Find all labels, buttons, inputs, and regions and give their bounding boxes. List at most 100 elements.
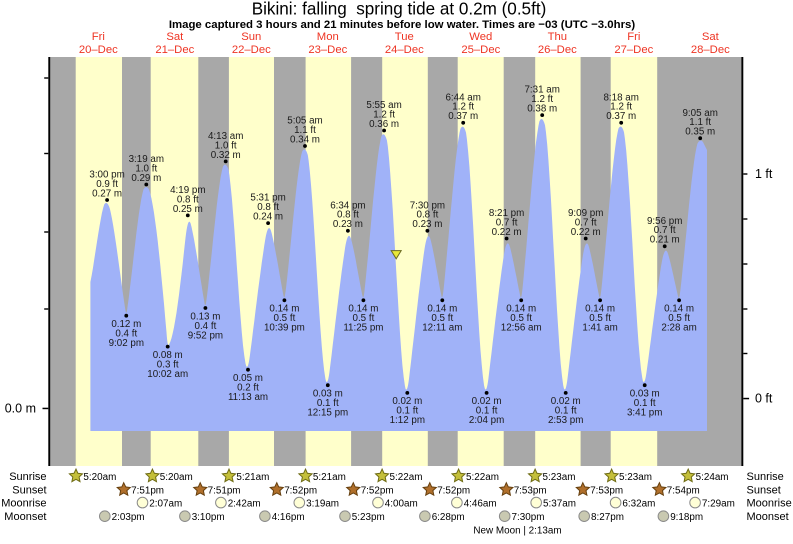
svg-text:6:44 am: 6:44 am bbox=[445, 92, 480, 103]
svg-text:4:13 am: 4:13 am bbox=[208, 131, 243, 142]
svg-text:0.14 m: 0.14 m bbox=[269, 304, 299, 315]
svg-text:Sun: Sun bbox=[241, 31, 261, 43]
svg-text:0.7 ft: 0.7 ft bbox=[654, 225, 676, 236]
svg-text:0.1 ft: 0.1 ft bbox=[476, 406, 498, 417]
svg-text:Mon: Mon bbox=[317, 31, 339, 43]
svg-text:2:04 pm: 2:04 pm bbox=[469, 415, 504, 426]
svg-text:26–Dec: 26–Dec bbox=[538, 44, 577, 56]
svg-text:0.22 m: 0.22 m bbox=[571, 227, 601, 238]
svg-text:5:20am: 5:20am bbox=[160, 472, 193, 483]
svg-text:12:15 pm: 12:15 pm bbox=[307, 408, 348, 419]
svg-text:Moonrise: Moonrise bbox=[1, 498, 46, 510]
svg-text:0.37 m: 0.37 m bbox=[448, 111, 478, 122]
svg-text:Tue: Tue bbox=[395, 31, 414, 43]
svg-text:7:52pm: 7:52pm bbox=[284, 486, 317, 497]
svg-text:5:23am: 5:23am bbox=[619, 472, 652, 483]
svg-text:1.2 ft: 1.2 ft bbox=[373, 109, 395, 120]
svg-text:6:28pm: 6:28pm bbox=[432, 512, 465, 523]
svg-text:0.03 m: 0.03 m bbox=[630, 389, 660, 400]
svg-text:0.05 m: 0.05 m bbox=[233, 373, 263, 384]
svg-text:3:41 pm: 3:41 pm bbox=[627, 408, 662, 419]
svg-text:9:05 am: 9:05 am bbox=[682, 108, 717, 119]
svg-text:4:00am: 4:00am bbox=[385, 499, 418, 510]
svg-text:11:25 pm: 11:25 pm bbox=[343, 323, 383, 334]
svg-text:0.4 ft: 0.4 ft bbox=[195, 321, 217, 332]
svg-text:5:24am: 5:24am bbox=[696, 472, 729, 483]
svg-text:9:52 pm: 9:52 pm bbox=[188, 330, 223, 341]
svg-text:0.32 m: 0.32 m bbox=[211, 150, 241, 161]
svg-text:0.8 ft: 0.8 ft bbox=[337, 210, 359, 221]
svg-text:10:02 am: 10:02 am bbox=[147, 369, 188, 380]
svg-text:8:27pm: 8:27pm bbox=[591, 512, 624, 523]
svg-text:7:54pm: 7:54pm bbox=[667, 486, 700, 497]
svg-text:0.02 m: 0.02 m bbox=[551, 396, 581, 407]
svg-text:9:18pm: 9:18pm bbox=[670, 512, 703, 523]
svg-text:8:21 pm: 8:21 pm bbox=[489, 208, 524, 219]
svg-text:0.08 m: 0.08 m bbox=[153, 350, 183, 361]
svg-text:11:13 am: 11:13 am bbox=[228, 392, 268, 403]
svg-text:24–Dec: 24–Dec bbox=[385, 44, 424, 56]
svg-text:0.9 ft: 0.9 ft bbox=[96, 179, 118, 190]
svg-text:1.2 ft: 1.2 ft bbox=[610, 102, 632, 113]
svg-text:1.2 ft: 1.2 ft bbox=[452, 102, 474, 113]
svg-text:0.02 m: 0.02 m bbox=[472, 396, 502, 407]
svg-text:7:51pm: 7:51pm bbox=[131, 486, 164, 497]
svg-text:Sunrise: Sunrise bbox=[747, 471, 784, 483]
svg-text:0.34 m: 0.34 m bbox=[290, 134, 320, 145]
svg-text:Sat: Sat bbox=[166, 31, 184, 43]
svg-text:27–Dec: 27–Dec bbox=[614, 44, 653, 56]
svg-text:0.5 ft: 0.5 ft bbox=[589, 313, 611, 324]
svg-text:0.14 m: 0.14 m bbox=[585, 304, 615, 315]
svg-text:1.0 ft: 1.0 ft bbox=[215, 140, 237, 151]
svg-text:1.2 ft: 1.2 ft bbox=[531, 94, 553, 105]
svg-text:5:22am: 5:22am bbox=[466, 472, 499, 483]
svg-text:3:19 am: 3:19 am bbox=[129, 154, 164, 165]
svg-text:0.22 m: 0.22 m bbox=[492, 227, 522, 238]
svg-text:7:53pm: 7:53pm bbox=[514, 486, 547, 497]
svg-text:Sunrise: Sunrise bbox=[9, 471, 46, 483]
svg-text:0.5 ft: 0.5 ft bbox=[353, 313, 375, 324]
svg-text:9:09 pm: 9:09 pm bbox=[568, 208, 603, 219]
svg-text:3:10pm: 3:10pm bbox=[192, 512, 225, 523]
svg-text:Sunset: Sunset bbox=[747, 485, 781, 497]
svg-text:1 ft: 1 ft bbox=[755, 167, 773, 181]
svg-text:0.23 m: 0.23 m bbox=[412, 219, 442, 230]
svg-text:12:11 am: 12:11 am bbox=[422, 323, 462, 334]
svg-text:Thu: Thu bbox=[548, 31, 567, 43]
svg-text:0.2 ft: 0.2 ft bbox=[237, 383, 259, 394]
svg-text:Moonrise: Moonrise bbox=[747, 498, 792, 510]
svg-text:0.14 m: 0.14 m bbox=[427, 304, 457, 315]
svg-text:0.24 m: 0.24 m bbox=[253, 212, 283, 223]
svg-text:0.5 ft: 0.5 ft bbox=[510, 313, 532, 324]
svg-text:0.7 ft: 0.7 ft bbox=[496, 217, 518, 228]
svg-text:0.5 ft: 0.5 ft bbox=[668, 313, 690, 324]
svg-text:23–Dec: 23–Dec bbox=[308, 44, 347, 56]
svg-text:0.37 m: 0.37 m bbox=[606, 111, 636, 122]
svg-text:0.3 ft: 0.3 ft bbox=[157, 359, 179, 370]
svg-text:Fri: Fri bbox=[92, 31, 105, 43]
svg-text:0.13 m: 0.13 m bbox=[190, 311, 220, 322]
svg-text:0.29 m: 0.29 m bbox=[131, 173, 161, 184]
svg-text:12:56 am: 12:56 am bbox=[501, 323, 542, 334]
svg-text:Wed: Wed bbox=[469, 31, 492, 43]
svg-text:1.1 ft: 1.1 ft bbox=[689, 117, 711, 128]
svg-text:7:31 am: 7:31 am bbox=[524, 85, 559, 96]
svg-text:0.25 m: 0.25 m bbox=[173, 204, 203, 215]
svg-text:Image captured 3 hours and 21: Image captured 3 hours and 21 minutes be… bbox=[169, 19, 636, 31]
svg-text:6:34 pm: 6:34 pm bbox=[330, 200, 365, 211]
svg-text:2:03pm: 2:03pm bbox=[112, 512, 145, 523]
svg-text:1.0 ft: 1.0 ft bbox=[135, 163, 157, 174]
svg-text:0.8 ft: 0.8 ft bbox=[257, 202, 279, 213]
svg-text:0.14 m: 0.14 m bbox=[348, 304, 378, 315]
svg-text:7:52pm: 7:52pm bbox=[361, 486, 394, 497]
svg-text:5:20am: 5:20am bbox=[83, 472, 116, 483]
svg-text:0.1 ft: 0.1 ft bbox=[317, 398, 339, 409]
svg-text:Moonset: Moonset bbox=[747, 511, 789, 523]
svg-text:0.35 m: 0.35 m bbox=[685, 127, 715, 138]
svg-text:5:55 am: 5:55 am bbox=[366, 100, 401, 111]
svg-text:5:23am: 5:23am bbox=[543, 472, 576, 483]
svg-text:0 ft: 0 ft bbox=[755, 392, 773, 406]
svg-text:7:52pm: 7:52pm bbox=[437, 486, 470, 497]
svg-text:5:05 am: 5:05 am bbox=[287, 116, 322, 127]
svg-text:10:39 pm: 10:39 pm bbox=[264, 323, 305, 334]
